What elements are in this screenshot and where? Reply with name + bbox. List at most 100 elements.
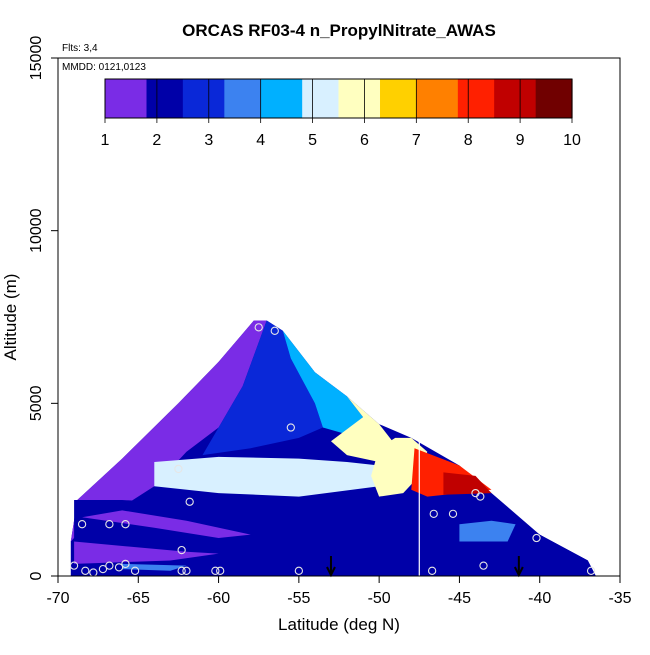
colorbar-cell-69 [457, 79, 464, 118]
colorbar-cell-59 [405, 79, 412, 118]
colorbar-tick-label-1: 1 [101, 132, 110, 149]
colorbar-cell-20 [203, 79, 210, 118]
colorbar-cell-15 [177, 79, 184, 118]
sample-point-23 [429, 509, 438, 518]
colorbar-cell-38 [296, 79, 303, 118]
sample-point-10 [69, 561, 79, 570]
colorbar-cell-26 [234, 79, 241, 118]
colorbar-cell-40 [307, 79, 314, 118]
sample-point-1 [254, 323, 263, 332]
colorbar-cell-32 [265, 79, 272, 118]
sample-point-5 [185, 497, 194, 506]
profile-arrow-head-2 [513, 566, 524, 578]
sample-point-3 [286, 423, 295, 432]
sample-point-26 [476, 492, 485, 501]
colorbar-cell-84 [535, 79, 542, 118]
sample-point-6 [77, 520, 87, 529]
sample-point-4 [174, 464, 183, 474]
colorbar-cell-21 [208, 79, 215, 118]
colorbar-tick-label-4: 4 [256, 132, 265, 149]
colorbar-cell-23 [219, 79, 225, 118]
colorbar-cell-2 [110, 79, 116, 118]
x-axis-label: Latitude (deg N) [278, 615, 400, 634]
colorbar-cell-31 [260, 79, 267, 118]
colorbar-tick-label-5: 5 [308, 132, 317, 149]
dates-annotation: MMDD: 0121,0123 [62, 62, 146, 73]
field-region-4 [331, 396, 396, 462]
x-tick-label--40: -40 [528, 590, 551, 607]
flights-annotation: Flts: 3,4 [62, 43, 98, 54]
profile-markers [326, 556, 524, 578]
colorbar-cell-41 [312, 79, 319, 118]
colorbar-cell-11 [156, 79, 163, 118]
colorbar-cell-58 [400, 79, 407, 118]
colorbar-cell-30 [255, 79, 262, 118]
colorbar-tick-label-6: 6 [360, 132, 369, 149]
field-region-11 [74, 541, 219, 564]
colorbar-cell-42 [317, 79, 324, 118]
colorbar-cell-80 [514, 79, 521, 118]
sample-point-7 [105, 520, 114, 529]
colorbar-cell-13 [167, 79, 174, 118]
colorbar-cell-1 [105, 79, 111, 118]
colorbar-cell-83 [530, 79, 537, 118]
colorbar-cell-18 [193, 79, 199, 118]
field-region-12 [459, 520, 516, 542]
sample-point-11 [81, 566, 90, 575]
colorbar-cell-81 [520, 79, 526, 118]
colorbar-cell-86 [546, 79, 552, 118]
colorbar-cell-55 [385, 79, 391, 118]
colorbar-cell-76 [494, 79, 500, 118]
colorbar: 1 2 3 4 5 6 7 8 9 10 [101, 78, 581, 149]
colorbar-cell-90 [566, 79, 573, 118]
sample-point-8 [121, 520, 130, 529]
colorbar-cell-24 [224, 79, 231, 118]
y-tick-label-15000: 15000 [28, 36, 45, 81]
colorbar-cell-33 [271, 79, 277, 118]
colorbar-cell-77 [499, 79, 506, 118]
sample-point-30 [586, 566, 596, 575]
x-tick-label--45: -45 [448, 590, 471, 607]
colorbar-cell-8 [141, 79, 148, 118]
colorbar-cell-61 [416, 79, 423, 118]
sample-point-2 [270, 326, 279, 335]
colorbar-cell-67 [447, 79, 454, 118]
sample-point-29 [427, 566, 437, 575]
x-tick-label--35: -35 [608, 590, 631, 607]
colorbar-cell-54 [380, 79, 386, 118]
field-region-1 [70, 320, 267, 542]
y-axis-label: Altitude (m) [1, 274, 20, 361]
colorbar-cell-12 [162, 79, 168, 118]
colorbar-cell-64 [431, 79, 438, 118]
y-tick-label-10000: 10000 [28, 208, 45, 253]
colorbar-tick-label-10: 10 [563, 132, 581, 149]
colorbar-cell-53 [374, 79, 381, 118]
colorbar-cell-51 [364, 79, 371, 118]
colorbar-cell-44 [328, 79, 334, 118]
colorbar-cell-36 [286, 79, 293, 118]
colorbar-cell-45 [333, 79, 340, 118]
sample-point-14 [105, 561, 114, 570]
colorbar-tick-label-7: 7 [412, 132, 421, 149]
colorbar-cell-75 [488, 79, 495, 118]
field-region-10 [82, 510, 251, 538]
sample-point-13 [98, 564, 108, 574]
x-tick-label--70: -70 [46, 590, 69, 607]
colorbar-cell-85 [540, 79, 547, 118]
colorbar-cell-39 [302, 79, 308, 118]
colorbar-cell-82 [525, 79, 532, 118]
colorbar-cell-22 [213, 79, 220, 118]
sample-point-17 [130, 566, 140, 575]
sample-point-22 [294, 566, 304, 575]
colorbar-cell-57 [395, 79, 402, 118]
colorbar-cell-46 [338, 79, 345, 118]
colorbar-cell-78 [504, 79, 511, 118]
colorbar-cell-9 [146, 79, 153, 118]
sample-point-24 [448, 509, 458, 518]
field-region-2 [202, 320, 323, 456]
colorbar-tick-label-8: 8 [464, 132, 473, 149]
heatmap-field [70, 320, 596, 576]
colorbar-cell-16 [182, 79, 189, 118]
colorbar-cell-72 [473, 79, 480, 118]
